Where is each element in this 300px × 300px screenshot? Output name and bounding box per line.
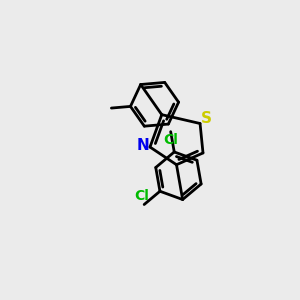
Text: S: S [201,111,212,126]
Text: Cl: Cl [163,133,178,147]
Text: N: N [136,138,149,153]
Text: Cl: Cl [134,189,149,203]
